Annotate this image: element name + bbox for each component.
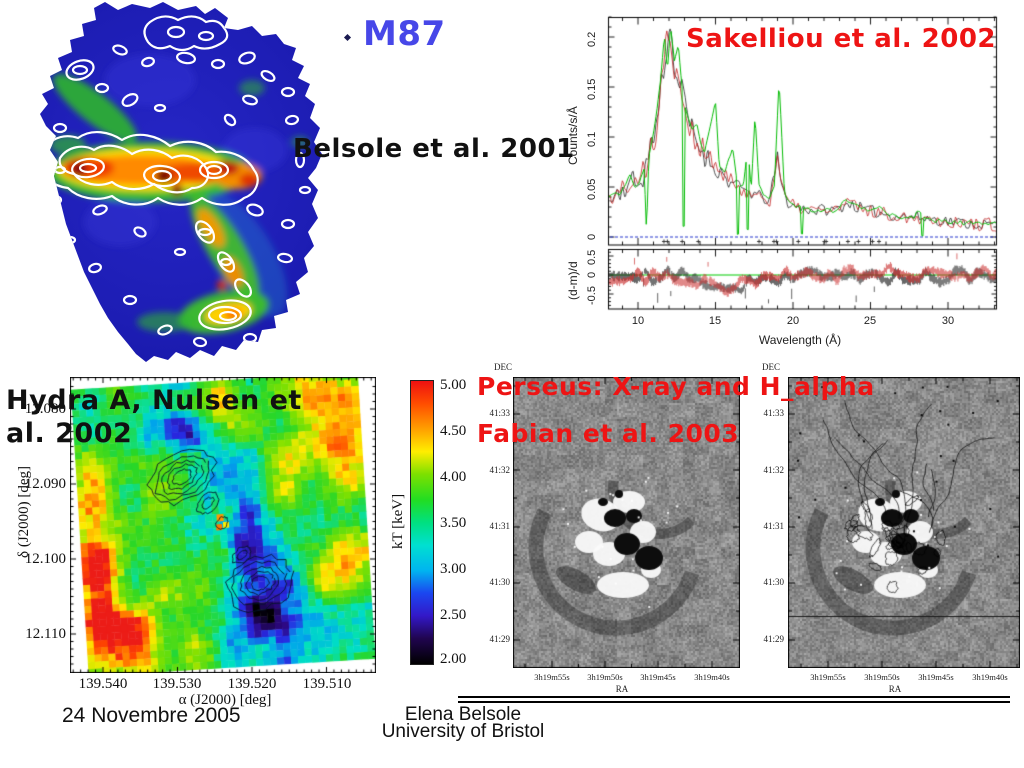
colorbar-tick: 4.00 — [440, 469, 467, 485]
spectrum-xtick: 25 — [863, 315, 877, 327]
spectrum-y-label: Counts/s/Å — [566, 106, 580, 165]
hydra-xtick: 139.540 — [78, 676, 128, 692]
m87-blob — [40, 2, 322, 362]
colorbar-tick: 2.00 — [440, 651, 467, 667]
colorbar-tick: 3.00 — [440, 561, 467, 577]
hydra-xtick: 139.520 — [227, 676, 277, 692]
spectrum-xtick: 30 — [941, 315, 955, 327]
perseus-xray-canvas — [513, 377, 740, 668]
perseus-ytick: 41:31 — [489, 521, 510, 531]
hydra-xtick: 139.510 — [302, 676, 352, 692]
hydra-ytick: 12.110 — [25, 626, 66, 642]
colorbar-tick: 5.00 — [440, 377, 467, 393]
spectrum-xtick: 20 — [786, 315, 800, 327]
spectrum-rtick: -0.5 — [586, 286, 598, 305]
hydra-ytick: 12.100 — [24, 551, 66, 567]
radio-contours — [40, 15, 312, 348]
hydra-ytick: 12.080 — [24, 401, 66, 417]
perseus-left-dec-label: DEC — [494, 362, 512, 372]
spectrum-rtick: 0.5 — [586, 249, 598, 265]
perseus-ytick: 41:29 — [489, 634, 510, 644]
m87-xray-contour-image — [40, 2, 322, 362]
perseus-right-dec-label: DEC — [762, 362, 780, 372]
colorbar — [410, 380, 434, 665]
spectrum-ytick: 0 — [586, 233, 598, 240]
hydra-ytick: 12.090 — [24, 476, 66, 492]
colorbar-tick: 3.50 — [440, 515, 467, 531]
spectrum-plot-canvas — [560, 0, 1020, 355]
perseus-ytick: 41:31 — [763, 521, 784, 531]
spectrum-ytick: 0.1 — [586, 131, 598, 147]
perseus-ytick: 41:33 — [489, 408, 510, 418]
perseus-xtick: 3h19m40s — [694, 672, 730, 682]
spectrum-xtick: 10 — [631, 315, 645, 327]
bullet-icon — [343, 33, 352, 42]
hydra-citation-line1: Hydra A, Nulsen et — [6, 385, 302, 416]
spectrum-ytick: 0.05 — [586, 178, 598, 200]
perseus-ytick: 41:32 — [489, 465, 510, 475]
perseus-xtick: 3h19m55s — [810, 672, 846, 682]
footer-date: 24 Novembre 2005 — [62, 704, 241, 727]
perseus-left-ra-label: RA — [615, 684, 629, 694]
belsole-citation: Belsole et al. 2001 — [293, 134, 575, 164]
perseus-xtick: 3h19m45s — [918, 672, 954, 682]
perseus-ytick: 41:30 — [489, 577, 510, 587]
spectrum-xtick: 15 — [708, 315, 722, 327]
colorbar-label: kT [keV] — [390, 493, 406, 549]
slide-title: M87 — [363, 14, 446, 54]
hydra-temperature-map-canvas — [70, 377, 376, 673]
colorbar-tick: 2.50 — [440, 607, 467, 623]
footer-affiliation: University of Bristol — [381, 721, 545, 742]
spectrum-ytick: 0.15 — [586, 78, 598, 100]
hydra-xtick: 139.530 — [152, 676, 202, 692]
perseus-xtick: 3h19m45s — [640, 672, 676, 682]
spectrum-rtick: 0 — [586, 271, 598, 278]
hydra-x-label: α (J2000) [deg] — [178, 692, 272, 708]
perseus-xtick: 3h19m40s — [972, 672, 1008, 682]
fabian-citation: Fabian et al. 2003 — [477, 419, 740, 448]
perseus-right-ra-label: RA — [888, 684, 902, 694]
perseus-ytick: 41:32 — [763, 465, 784, 475]
perseus-halpha-canvas — [788, 377, 1020, 668]
perseus-title: Perseus: X-ray and H_alpha — [477, 372, 875, 401]
spectrum-residual-label: (d-m)/d — [566, 261, 580, 300]
perseus-xtick: 3h19m50s — [864, 672, 900, 682]
perseus-xtick: 3h19m50s — [587, 672, 623, 682]
footer-credit: Elena Belsole University of Bristol — [338, 704, 588, 742]
spectrum-ytick: 0.2 — [586, 31, 598, 47]
colorbar-tick: 4.50 — [440, 423, 467, 439]
spectrum-x-label: Wavelength (Å) — [758, 333, 842, 347]
perseus-xtick: 3h19m55s — [534, 672, 570, 682]
perseus-ytick: 41:30 — [763, 577, 784, 587]
perseus-ytick: 41:29 — [763, 634, 784, 644]
footer-divider — [458, 696, 1010, 703]
hydra-citation: Hydra A, Nulsen et al. 2002 — [6, 384, 302, 450]
hydra-citation-line2: al. 2002 — [6, 418, 133, 449]
perseus-ytick: 41:33 — [763, 408, 784, 418]
footer-author: Elena Belsole — [404, 704, 522, 725]
